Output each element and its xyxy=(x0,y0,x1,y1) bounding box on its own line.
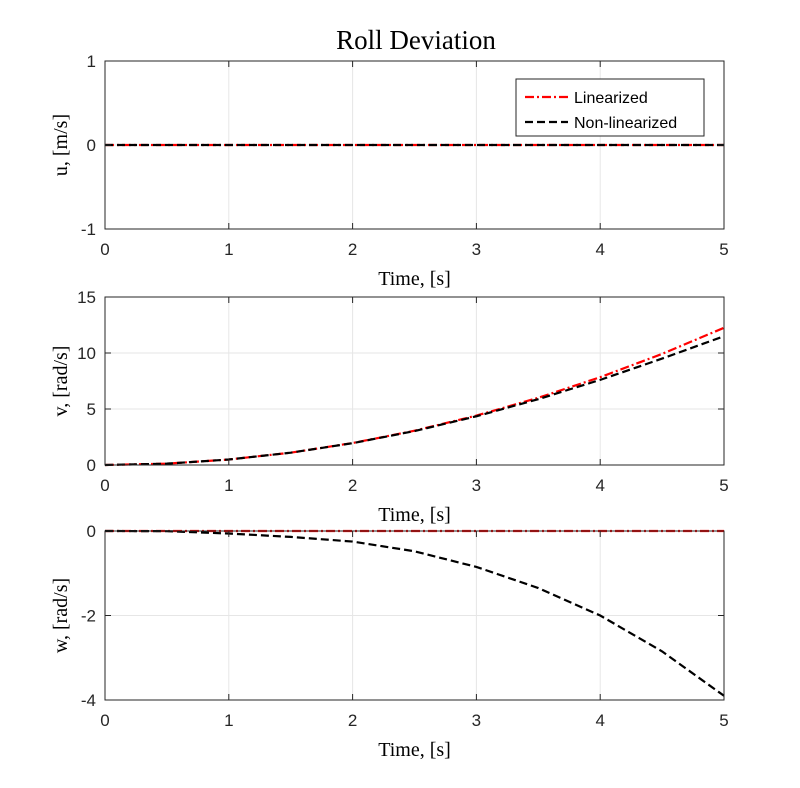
y-tick-label: 5 xyxy=(87,400,96,419)
subplot-2: 0 1 2 3 4 5 0 5 10 15 Time, [s] v, [rad/s] xyxy=(50,288,729,526)
y-tick-label: -4 xyxy=(81,691,96,710)
x-tick-label: 3 xyxy=(472,476,481,495)
subplot-3: 0 1 2 3 4 5 -4 -2 0 Time, [s] w, [rad/s] xyxy=(50,522,729,761)
x-tick-label: 4 xyxy=(595,711,604,730)
x-axis-label: Time, [s] xyxy=(378,268,451,290)
x-tick-label: 5 xyxy=(719,240,728,259)
chart-title: Roll Deviation xyxy=(336,25,496,55)
y-tick-label: 10 xyxy=(77,344,96,363)
x-tick-label: 5 xyxy=(719,476,728,495)
x-tick-label: 4 xyxy=(595,240,604,259)
x-tick-label: 3 xyxy=(472,240,481,259)
x-tick-label: 0 xyxy=(100,240,109,259)
x-axis-label: Time, [s] xyxy=(378,504,451,526)
x-tick-label: 1 xyxy=(224,711,233,730)
y-tick-label: -1 xyxy=(81,220,96,239)
x-tick-label: 3 xyxy=(472,711,481,730)
x-tick-label: 1 xyxy=(224,240,233,259)
y-tick-label: 1 xyxy=(87,52,96,71)
x-tick-label: 2 xyxy=(348,476,357,495)
x-tick-label: 0 xyxy=(100,476,109,495)
x-tick-label: 0 xyxy=(100,711,109,730)
axes-box xyxy=(104,296,725,466)
x-tick-label: 1 xyxy=(224,476,233,495)
y-axis-label: u, [m/s] xyxy=(50,114,72,176)
y-tick-label: 0 xyxy=(87,456,96,475)
x-tick-label: 2 xyxy=(348,711,357,730)
legend: Linearized Non-linearized xyxy=(515,78,705,137)
y-axis-label: v, [rad/s] xyxy=(50,346,72,417)
series-line-non-linearized xyxy=(104,529,725,697)
x-axis-label: Time, [s] xyxy=(378,739,451,761)
y-tick-label: 0 xyxy=(87,522,96,541)
y-tick-label: 15 xyxy=(77,288,96,307)
legend-label: Linearized xyxy=(574,90,648,107)
y-tick-label: 0 xyxy=(87,136,96,155)
plot-area xyxy=(105,297,724,465)
legend-label: Non-linearized xyxy=(574,115,677,132)
series-line-non-linearized xyxy=(104,335,725,467)
x-tick-label: 2 xyxy=(348,240,357,259)
legend-box xyxy=(515,78,705,137)
x-tick-label: 4 xyxy=(595,476,604,495)
y-tick-label: -2 xyxy=(81,607,96,626)
x-tick-label: 5 xyxy=(719,711,728,730)
y-axis-label: w, [rad/s] xyxy=(50,578,72,653)
